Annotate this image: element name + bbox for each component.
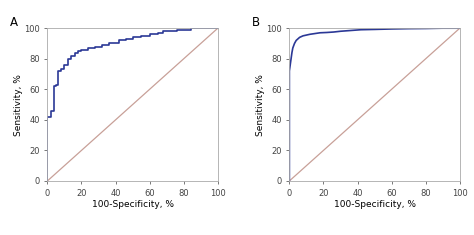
X-axis label: 100-Specificity, %: 100-Specificity, % xyxy=(91,200,173,209)
Text: A: A xyxy=(10,16,18,29)
Text: B: B xyxy=(252,16,260,29)
Y-axis label: Sensitivity, %: Sensitivity, % xyxy=(14,74,23,136)
X-axis label: 100-Specificity, %: 100-Specificity, % xyxy=(334,200,416,209)
Y-axis label: Sensitivity, %: Sensitivity, % xyxy=(255,74,264,136)
